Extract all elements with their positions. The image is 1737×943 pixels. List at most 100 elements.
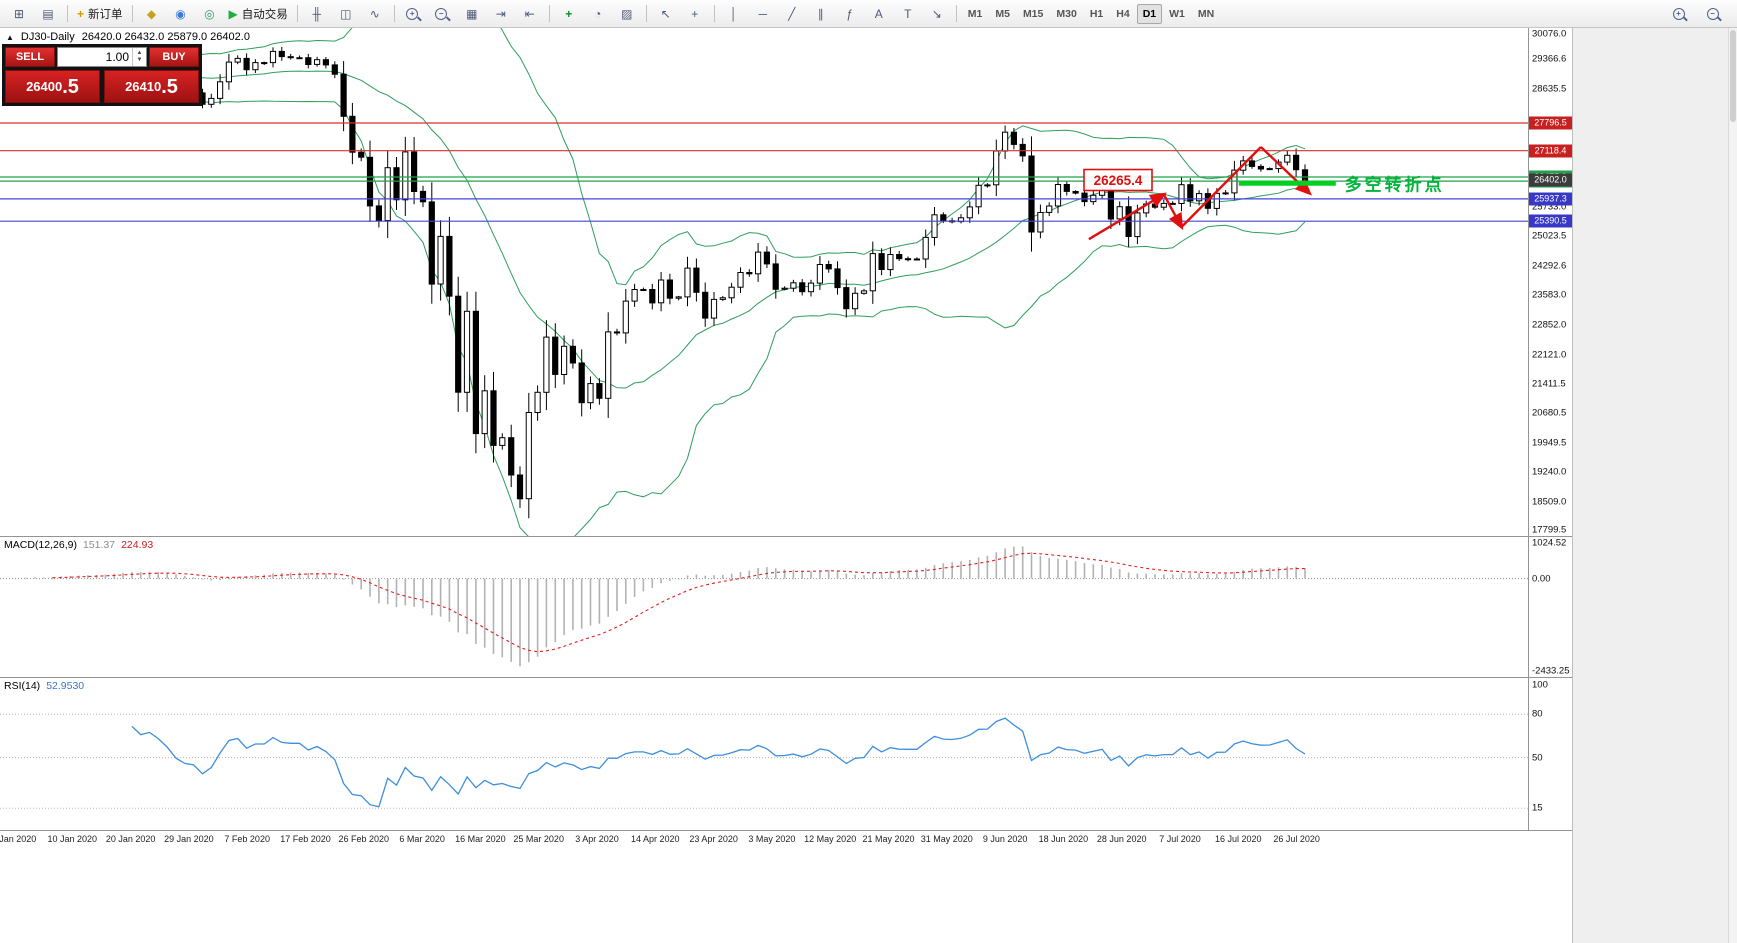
macd-signal-value: 224.93 (121, 539, 154, 551)
timeframe-m30-button[interactable]: M30 (1056, 7, 1077, 20)
sell-button[interactable]: SELL (5, 47, 55, 67)
trend-arrow (1180, 146, 1262, 228)
new-chart-button[interactable]: ⊞ (5, 2, 33, 25)
scrollbar-thumb[interactable] (1730, 30, 1736, 122)
vertical-scrollbar[interactable] (1728, 28, 1737, 943)
candlestick-chart-button[interactable]: ◫ (332, 2, 360, 25)
tile-windows-button[interactable]: ▦ (458, 2, 486, 25)
date-label: 16 Jul 2020 (1215, 834, 1262, 844)
price-tick: 22121.0 (1532, 349, 1567, 361)
oneclick-collapse-icon[interactable]: ▲ (6, 32, 14, 42)
timeframe-w1-button[interactable]: W1 (1169, 7, 1185, 20)
main-chart-canvas[interactable]: 26265.4 多空转折点 (0, 28, 1528, 536)
pane-separator[interactable] (0, 677, 1572, 678)
timeframe-m1-button[interactable]: M1 (967, 7, 983, 20)
date-label: 3 May 2020 (748, 834, 796, 844)
toolbar-separator (296, 5, 298, 22)
text-label-icon: T (904, 6, 912, 21)
pane-separator[interactable] (0, 830, 1572, 831)
date-label: 6 Mar 2020 (399, 834, 445, 844)
macd-label: MACD(12,26,9) 151.37 224.93 (4, 539, 153, 551)
community-button[interactable]: ◎ (196, 2, 224, 25)
indicators-icon: + (565, 6, 573, 21)
templates-button[interactable]: ▨ (613, 2, 641, 25)
pane-separator[interactable] (0, 536, 1572, 537)
spin-down-icon[interactable]: ▼ (136, 57, 143, 63)
timeframe-h4-button[interactable]: H4 (1116, 7, 1130, 20)
svg-text:26265.4: 26265.4 (1094, 173, 1143, 188)
timeframe-d1-button[interactable]: D1 (1136, 3, 1163, 24)
date-label: 7 Jul 2020 (1159, 834, 1201, 844)
macd-canvas[interactable] (0, 537, 1528, 677)
main-price-pane: 26265.4 多空转折点 30076.0 29366.6 28635.5 25733.… (0, 28, 1572, 536)
date-axis[interactable]: 1 Jan 2020 10 Jan 2020 20 Jan 2020 29 Jan 2… (0, 831, 1572, 849)
text-label-button[interactable]: T (894, 2, 922, 25)
buy-price[interactable]: 26410.5 (104, 70, 199, 103)
horizontal-line-button[interactable]: ─ (749, 2, 777, 25)
equidistant-channel-button[interactable]: ∥ (807, 2, 835, 25)
price-axis[interactable]: 30076.0 29366.6 28635.5 25733.0 25023.5 24292… (1528, 28, 1572, 536)
timeframe-mn-button[interactable]: MN (1197, 7, 1215, 20)
zoom-out-button[interactable]: − (429, 2, 457, 25)
volume-input[interactable] (58, 48, 132, 66)
chart-shift-button[interactable]: ⇤ (516, 2, 544, 25)
bar-chart-button[interactable]: ╫ (303, 2, 331, 25)
macd-axis[interactable]: 1024.52 0.00 -2433.25 (1528, 537, 1572, 677)
volume-spinner[interactable]: ▲ ▼ (132, 48, 146, 66)
profiles-icon: ▤ (42, 6, 54, 21)
candlestick-chart-icon: ◫ (340, 6, 352, 21)
date-label: 26 Jul 2020 (1273, 834, 1320, 844)
price-tick: 20680.5 (1532, 407, 1567, 419)
search-zoom-in-button[interactable]: + (1666, 2, 1694, 25)
cursor-button[interactable]: ↖ (652, 2, 680, 25)
rsi-axis[interactable]: 100 80 50 15 (1528, 678, 1572, 830)
search-zoom-out-icon: − (1706, 7, 1719, 20)
profiles-button[interactable]: ▤ (34, 2, 62, 25)
vertical-line-button[interactable]: │ (720, 2, 748, 25)
toolbar-separator (548, 5, 550, 22)
arrows-button[interactable]: ↘ (923, 2, 951, 25)
spin-up-icon[interactable]: ▲ (136, 50, 143, 56)
toolbar-separator (131, 5, 133, 22)
date-label: 18 Jun 2020 (1038, 834, 1089, 844)
timeframe-h1-button[interactable]: H1 (1089, 7, 1104, 20)
timeframe-m5-button[interactable]: M5 (995, 7, 1010, 20)
trendline-button[interactable]: ╱ (778, 2, 806, 25)
periods-icon: ◔ (594, 6, 602, 21)
candles (5, 47, 1309, 519)
app-market-button[interactable]: ◆ (138, 2, 166, 25)
search-zoom-out-button[interactable]: − (1700, 2, 1728, 25)
indicators-button[interactable]: + (555, 2, 583, 25)
note-text: 多空转折点 (1345, 175, 1445, 195)
crosshair-button[interactable]: + (681, 2, 709, 25)
alerts-button[interactable]: ◉ (167, 2, 195, 25)
fibonacci-retracement-button[interactable]: ƒ (836, 2, 864, 25)
toolbar-separator (393, 5, 395, 22)
chart-title: ▲ DJ30-Daily 26420.0 26432.0 25879.0 264… (6, 31, 250, 43)
auto-trading-button[interactable]: ▶ 自动交易 (225, 2, 292, 25)
timeframe-m15-button[interactable]: M15 (1022, 7, 1044, 20)
sell-price-pip: .5 (62, 75, 79, 98)
rsi-tick: 50 (1532, 752, 1543, 764)
price-tick: 23583.0 (1532, 289, 1567, 301)
macd-tick: 0.00 (1532, 573, 1551, 585)
rsi-levels (0, 713, 1528, 809)
symbol-period-label: DJ30-Daily (20, 31, 75, 43)
rsi-name: RSI(14) (4, 680, 41, 692)
toolbar: ⊞ ▤ + 新订单 ◆ ◉ ◎ ▶ 自动交易 ╫ ◫ ∿ + − ▦ ⇥ ⇤ + ◔ ▨ ↖ + │ ─ ╱ ∥ ƒ A T ↘ M1 M5 M… (0, 0, 1737, 28)
text-button[interactable]: A (865, 2, 893, 25)
macd-histogram (25, 546, 1306, 667)
price-line-badge: 27118.4 (1529, 144, 1572, 158)
periods-button[interactable]: ◔ (584, 2, 612, 25)
zoom-in-button[interactable]: + (400, 2, 428, 25)
horizontal-lines (0, 122, 1528, 222)
price-tick: 24292.6 (1532, 260, 1567, 272)
new-order-button[interactable]: + 新订单 (73, 2, 127, 25)
line-chart-button[interactable]: ∿ (361, 2, 389, 25)
sell-price[interactable]: 26400.5 (5, 70, 100, 103)
buy-button[interactable]: BUY (149, 47, 199, 67)
rsi-canvas[interactable] (0, 678, 1528, 830)
auto-scroll-button[interactable]: ⇥ (487, 2, 515, 25)
arrows-icon: ↘ (931, 6, 942, 21)
